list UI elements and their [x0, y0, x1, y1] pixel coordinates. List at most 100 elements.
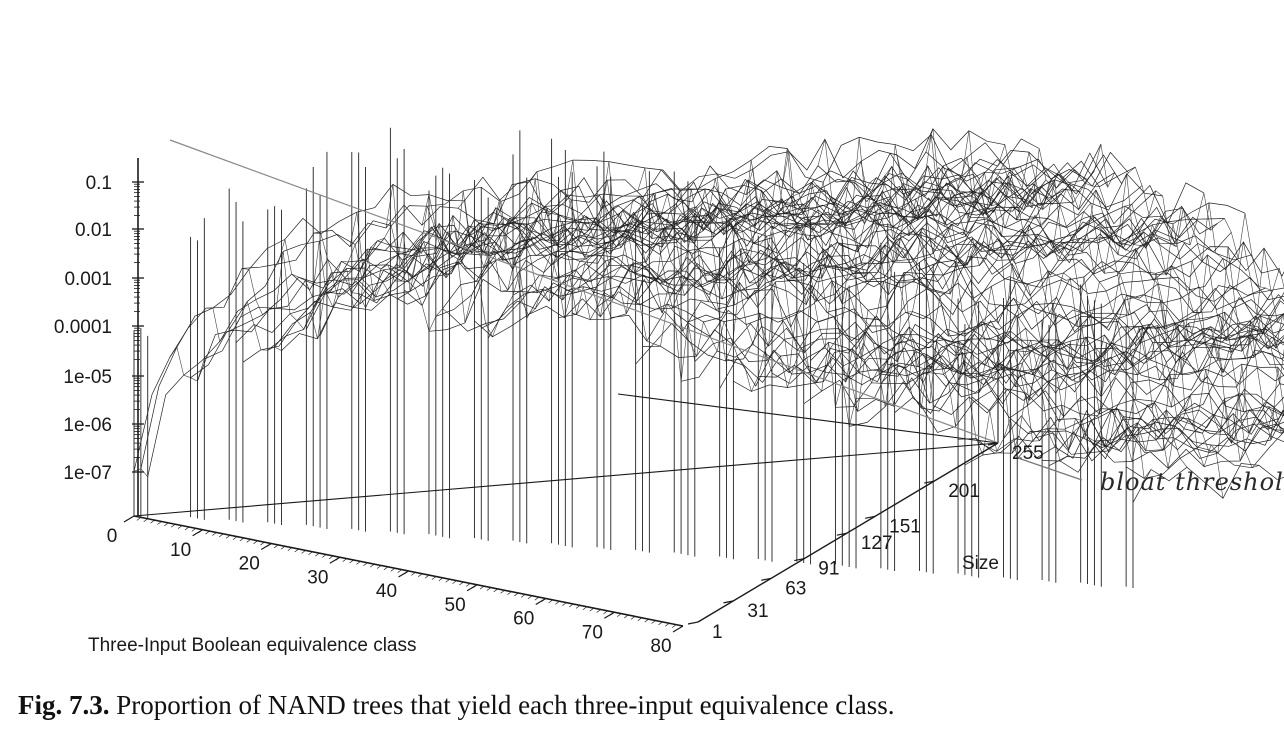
surface-size-line: [637, 167, 1188, 468]
back-floor-line: [617, 393, 999, 444]
x-minor-tick: [143, 518, 148, 523]
x-minor-tick: [527, 595, 533, 600]
x-minor-tick: [184, 526, 190, 531]
x-minor-tick: [280, 545, 286, 550]
surface-size-line: [673, 170, 1224, 499]
x-minor-tick: [479, 585, 485, 590]
x-minor-tick: [335, 556, 341, 561]
surface-class-line: [958, 410, 1284, 454]
surface-class-line: [603, 231, 1252, 305]
surface-size-line: [169, 346, 205, 382]
y-tick-mark: [794, 557, 805, 562]
surface-class-line: [474, 237, 1177, 338]
surface-class-line: [1016, 406, 1284, 460]
x-minor-tick: [170, 523, 176, 528]
x-minor-tick: [205, 530, 210, 535]
x-minor-tick: [273, 544, 279, 549]
x-minor-tick: [486, 587, 492, 591]
x-minor-tick: [568, 603, 574, 608]
y-tick-label: 1: [712, 622, 723, 643]
surface-class-line: [880, 335, 1284, 391]
surface-size-line: [709, 160, 1260, 469]
x-minor-tick: [363, 562, 368, 567]
x-tick-mark: [672, 625, 684, 633]
surface-size-line: [997, 143, 1284, 292]
surface-class-line: [835, 334, 1284, 408]
surface-chart: 0.1 0.01 0.001 0.0001 1e-05 1e-06 1e-07 0 10 20 3…: [54, 127, 1284, 657]
surface-class-line: [1003, 404, 1284, 446]
surface-class-line: [887, 325, 1284, 375]
x-minor-tick: [328, 555, 334, 560]
x-minor-tick: [349, 559, 354, 564]
x-minor-tick: [555, 600, 560, 605]
surface-size-line: [781, 151, 1284, 441]
y-tick-label: 31: [747, 601, 768, 622]
caption-label: Fig. 7.3.: [18, 690, 110, 720]
x-minor-tick: [617, 613, 622, 617]
z-tick-label: 0.001: [64, 269, 112, 290]
y-tick-mark: [761, 577, 772, 581]
x-minor-tick: [548, 599, 553, 604]
x-minor-tick: [157, 521, 162, 525]
surface-class-line: [519, 182, 1205, 272]
x-minor-tick: [239, 537, 245, 542]
y-axis-line: [697, 442, 999, 623]
y-tick-label: 63: [785, 578, 806, 599]
x-minor-tick: [603, 610, 608, 615]
x-tick-label: 20: [239, 554, 260, 575]
y-tick-mark: [836, 532, 847, 536]
x-axis-label: Three-Input Boolean equivalence class: [88, 635, 416, 656]
x-minor-tick: [376, 565, 382, 569]
caption-text: Proportion of NAND trees that yield each…: [116, 690, 895, 720]
y-tick-mark: [987, 442, 999, 446]
x-minor-tick: [411, 572, 416, 576]
x-minor-tick: [260, 541, 265, 546]
z-tick-label: 0.1: [86, 173, 112, 194]
x-minor-tick: [596, 609, 601, 613]
x-minor-tick: [369, 563, 375, 568]
surface-class-line: [1055, 423, 1284, 462]
x-minor-tick: [610, 611, 615, 616]
surface-size-line: [241, 251, 366, 339]
surface-size-line: [313, 232, 527, 338]
z-tick-label: 1e-05: [63, 367, 112, 388]
x-minor-tick: [219, 533, 224, 538]
annotation-leader-line: [1017, 457, 1083, 481]
y-tick-mark: [723, 600, 734, 604]
x-minor-tick: [459, 581, 464, 586]
surface-class-line: [849, 351, 1284, 427]
x-minor-tick: [301, 550, 306, 554]
surface-class-line: [642, 285, 1273, 358]
y-tick-mark: [924, 480, 935, 484]
surface-class-line: [649, 241, 1280, 323]
x-minor-tick: [315, 552, 320, 557]
z-tick-label: 1e-07: [63, 463, 112, 484]
y-tick-mark: [865, 515, 876, 519]
x-minor-tick: [589, 607, 594, 612]
surface-size-line: [529, 170, 1018, 459]
x-minor-tick: [404, 570, 409, 575]
surface-class-line: [512, 205, 1198, 302]
x-minor-tick: [136, 517, 142, 521]
y-axis-label: Size: [962, 553, 999, 574]
surface-size-line: [817, 137, 1284, 441]
surface-size-line: [493, 178, 934, 412]
x-minor-tick: [287, 547, 293, 551]
x-minor-tick: [445, 578, 450, 583]
x-minor-tick: [500, 589, 505, 594]
surface-class-line: [1048, 409, 1284, 467]
x-minor-tick: [644, 618, 649, 623]
x-minor-tick: [520, 594, 526, 598]
surface-class-line: [487, 229, 1191, 339]
x-minor-tick: [630, 616, 636, 620]
x-minor-tick: [623, 614, 629, 619]
surface-class-line: [1094, 393, 1284, 442]
y-tick-label: 127: [861, 533, 893, 554]
surface-class-line: [964, 409, 1284, 466]
x-tick-label: 0: [107, 526, 118, 547]
surface-class-line: [842, 323, 1284, 381]
x-tick-label: 10: [170, 540, 191, 561]
x-minor-tick: [637, 617, 643, 622]
y-tick-label: 201: [948, 481, 980, 502]
